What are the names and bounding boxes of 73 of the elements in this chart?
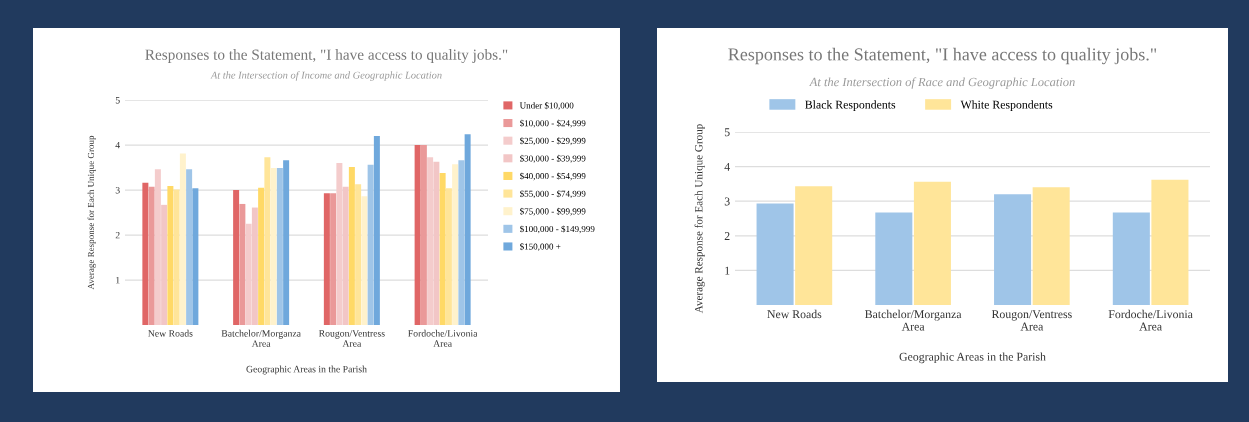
chart-subtitle: At the Intersection of Race and Geographic Location — [809, 77, 1075, 89]
bar — [323, 193, 330, 325]
bar — [458, 160, 465, 325]
bar — [367, 164, 374, 325]
bar — [142, 182, 149, 325]
bar — [994, 194, 1032, 305]
bar — [875, 212, 913, 305]
y-tick-label: 4 — [724, 162, 730, 171]
y-tick-label: 4 — [115, 141, 120, 149]
legend-label: $30,000 - $39,999 — [520, 154, 586, 163]
legend-label: $55,000 - $74,999 — [520, 190, 586, 199]
bar — [452, 164, 459, 325]
bar — [283, 160, 290, 325]
bar — [464, 134, 471, 325]
x-tick-label: Fordoche/Livonia Area — [408, 329, 478, 347]
bar — [355, 184, 362, 325]
bar — [795, 186, 833, 305]
chart-title: Responses to the Statement, "I have access to quality jobs." — [728, 47, 1157, 65]
bar — [179, 153, 186, 325]
bar — [373, 136, 380, 325]
bar — [913, 181, 951, 305]
bar — [420, 145, 427, 325]
x-axis-title: Geographic Areas in the Parish — [899, 352, 1046, 364]
bar — [1151, 179, 1189, 305]
bar — [414, 145, 421, 325]
bar — [276, 167, 283, 325]
x-tick-label: Batchelor/Morganza Area — [221, 329, 301, 347]
chart-subtitle: At the Intersection of Income and Geographic Location — [210, 71, 442, 81]
bar — [445, 188, 452, 325]
bar — [192, 188, 199, 325]
legend-label: White Respondents — [960, 100, 1053, 111]
bar — [264, 157, 271, 325]
x-tick-label: Fordoche/Livonia Area — [1108, 309, 1193, 331]
legend-label: $150,000 + — [520, 243, 561, 251]
legend-label: $100,000 - $149,999 — [520, 225, 595, 234]
chart-title: Responses to the Statement, "I have access to quality jobs." — [145, 49, 508, 63]
legend-label: $40,000 - $54,999 — [520, 172, 586, 181]
bar — [1112, 212, 1150, 305]
y-axis-title: Average Response for Each Unique Group — [87, 135, 96, 290]
x-tick-label: Rougon/Ventress Area — [318, 330, 385, 347]
y-tick-label: 3 — [724, 197, 730, 206]
x-axis-title: Geographic Areas in the Parish — [246, 365, 367, 375]
bar — [186, 169, 193, 325]
legend-label: Under $10,000 — [519, 101, 574, 110]
y-tick-label: 1 — [725, 266, 730, 275]
x-tick-label: Rougon/Ventress Area — [991, 310, 1072, 331]
bar — [270, 167, 277, 325]
y-tick-label: 5 — [724, 128, 730, 137]
legend-label: $10,000 - $24,999 — [520, 119, 586, 128]
x-tick-label: Batchelor/Morganza Area — [865, 309, 962, 331]
x-tick-label: New Roads — [767, 309, 822, 319]
bar — [439, 172, 446, 325]
legend-label: $25,000 - $29,999 — [520, 137, 586, 146]
y-tick-label: 1 — [116, 276, 120, 284]
bar — [348, 167, 355, 325]
x-tick-label: New Roads — [148, 329, 193, 337]
bar — [239, 203, 246, 325]
bar — [173, 189, 180, 325]
y-tick-label: 2 — [724, 232, 730, 240]
y-axis-title: Average Response for Each Unique Group — [694, 124, 705, 314]
bar — [1032, 187, 1070, 305]
y-tick-label: 5 — [115, 97, 120, 104]
y-tick-label: 3 — [115, 186, 120, 194]
legend-label: Black Respondents — [805, 100, 896, 111]
y-tick-label: 2 — [115, 231, 120, 239]
bar — [258, 187, 265, 325]
bar — [148, 186, 155, 325]
bar — [330, 193, 337, 325]
legend-label: $75,000 - $99,999 — [520, 207, 586, 216]
bar — [361, 196, 368, 325]
bar — [756, 203, 794, 305]
bar — [233, 190, 240, 325]
bar — [167, 185, 174, 325]
